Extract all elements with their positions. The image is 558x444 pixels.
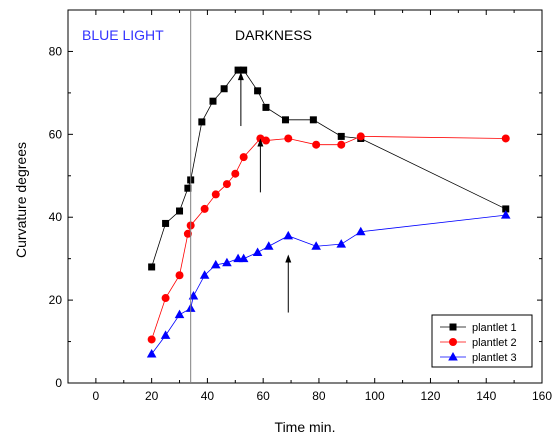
legend-label: plantlet 3 — [472, 352, 517, 364]
legend-marker — [448, 352, 458, 361]
data-point — [222, 257, 232, 267]
legend-entry-2: plantlet 2 — [440, 337, 517, 349]
y-axis-title: Curvature degrees — [13, 142, 29, 258]
data-point — [234, 66, 242, 74]
legend-marker — [449, 338, 457, 346]
data-point — [502, 205, 510, 213]
axis-layer: 0 20 40 60 80 100 120 140 160 0 20 40 60 80 — [49, 9, 552, 403]
data-point — [161, 294, 170, 303]
data-point — [211, 190, 220, 199]
data-point — [146, 348, 157, 358]
series-2 — [147, 132, 510, 344]
arrow-annotation-3 — [285, 254, 292, 313]
data-point — [231, 169, 240, 178]
arrow-head — [237, 72, 244, 81]
x-tick-label: 40 — [201, 389, 215, 403]
data-point — [222, 180, 231, 189]
data-point — [355, 226, 366, 236]
data-point — [252, 247, 263, 256]
data-point — [336, 239, 347, 248]
arrow-head — [285, 254, 292, 263]
data-point — [283, 230, 294, 240]
data-point — [281, 116, 289, 124]
arrow-head — [257, 138, 264, 147]
legend-box — [431, 314, 533, 368]
data-point — [263, 241, 274, 250]
data-point — [220, 85, 228, 93]
series-layer — [146, 66, 511, 358]
y-tick-label: 0 — [55, 376, 62, 390]
darkness-label: DARKNESS — [235, 27, 312, 43]
data-point — [337, 132, 345, 140]
data-point — [261, 136, 270, 145]
data-point — [147, 335, 156, 344]
data-point — [209, 97, 217, 105]
legend-entry-1: plantlet 1 — [440, 322, 517, 334]
y-tick-label: 20 — [49, 293, 63, 307]
data-point — [239, 153, 248, 162]
data-point — [500, 210, 511, 219]
data-point — [501, 134, 510, 143]
data-point — [198, 118, 206, 126]
x-tick-label: 140 — [476, 389, 496, 403]
y-tick-label: 60 — [49, 127, 63, 141]
x-axis-title: Time min. — [275, 419, 336, 435]
data-point — [309, 116, 317, 124]
arrow-annotation-2 — [257, 138, 264, 193]
y-tick-label: 80 — [49, 44, 63, 58]
data-point — [240, 66, 248, 74]
legend-label: plantlet 1 — [472, 322, 517, 334]
data-point — [262, 103, 270, 111]
legend-label: plantlet 2 — [472, 337, 517, 349]
data-point — [199, 270, 210, 279]
data-point — [312, 140, 321, 149]
data-point — [183, 229, 192, 238]
data-point — [148, 263, 156, 271]
blue-light-label: BLUE LIGHT — [82, 27, 164, 43]
data-point — [311, 241, 321, 250]
data-point — [356, 132, 365, 141]
data-point — [160, 330, 171, 339]
data-point — [254, 87, 262, 95]
x-tick-label: 80 — [312, 389, 326, 403]
legend-entry-3: plantlet 3 — [440, 352, 517, 364]
x-tick-label: 60 — [256, 389, 270, 403]
data-point — [238, 253, 249, 263]
data-point — [176, 207, 184, 215]
x-tick-label: 120 — [420, 389, 440, 403]
data-point — [200, 204, 209, 213]
data-point — [210, 259, 221, 269]
data-point — [337, 140, 346, 149]
data-point — [162, 219, 170, 227]
x-tick-label: 160 — [532, 389, 552, 403]
x-tick-label: 0 — [93, 389, 100, 403]
data-point — [184, 184, 192, 192]
x-tick-label: 100 — [365, 389, 385, 403]
legend: plantlet 1 plantlet 2 plantlet 3 — [431, 314, 533, 368]
arrow-annotation-1 — [237, 72, 244, 127]
data-point — [175, 271, 184, 280]
y-tick-label: 40 — [49, 210, 63, 224]
legend-marker — [449, 323, 457, 331]
data-point — [174, 309, 185, 319]
data-point — [284, 134, 293, 143]
x-tick-label: 20 — [145, 389, 159, 403]
series-1 — [148, 66, 510, 271]
